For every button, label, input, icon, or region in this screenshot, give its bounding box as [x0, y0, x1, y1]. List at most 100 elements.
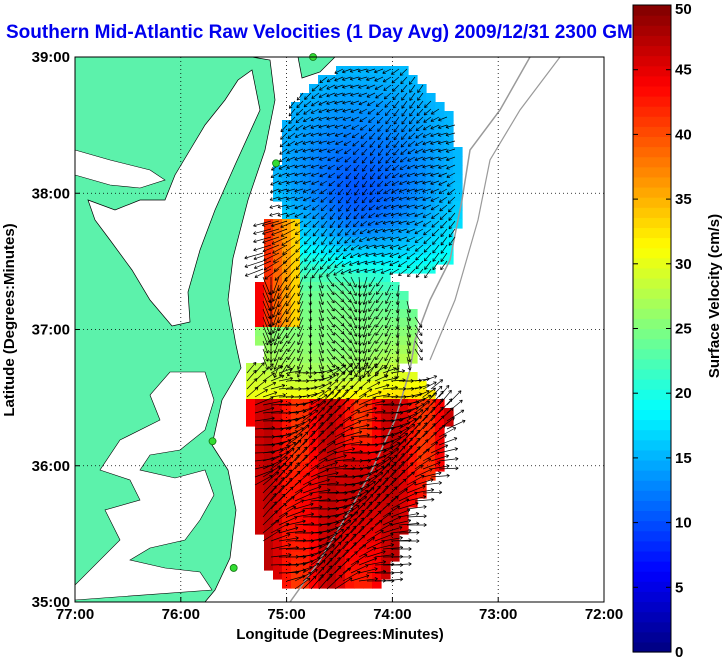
velocity-arrow [346, 204, 352, 212]
velocity-cell [291, 336, 301, 346]
velocity-arrow [374, 365, 388, 374]
velocity-arrow [401, 124, 408, 133]
velocity-arrow [372, 268, 384, 274]
velocity-arrow [401, 92, 408, 101]
velocity-cell [381, 336, 391, 346]
velocity-cell [255, 417, 265, 427]
velocity-arrow [286, 196, 296, 201]
velocity-arrow [326, 268, 336, 277]
velocity-arrow [310, 488, 331, 494]
velocity-cell [309, 156, 319, 166]
velocity-arrow [375, 212, 384, 218]
velocity-cell [381, 345, 391, 355]
velocity-arrow [382, 577, 404, 582]
velocity-cell [255, 489, 265, 499]
velocity-cell [345, 372, 355, 382]
velocity-arrow [272, 252, 288, 263]
velocity-cell [354, 138, 364, 148]
colorbar-segment [633, 419, 671, 431]
velocity-cell [363, 174, 373, 184]
velocity-cell [417, 210, 427, 220]
velocity-arrow [398, 423, 416, 438]
velocity-arrow [414, 340, 423, 353]
velocity-arrow [269, 356, 273, 371]
velocity-arrow [326, 433, 345, 446]
velocity-arrow [337, 228, 344, 237]
velocity-arrow [326, 574, 343, 590]
velocity-arrow [398, 445, 413, 462]
velocity-cell [327, 453, 337, 463]
velocity-cell [444, 192, 454, 202]
velocity-cell [327, 318, 337, 328]
radar-site-marker [229, 564, 238, 572]
velocity-cell [363, 237, 373, 247]
velocity-arrow [389, 268, 400, 275]
velocity-arrow [350, 276, 357, 288]
velocity-arrow [254, 389, 268, 398]
velocity-arrow [343, 140, 352, 146]
velocity-cell [363, 534, 373, 544]
velocity-cell [264, 534, 274, 544]
velocity-arrow [302, 140, 312, 145]
velocity-arrow [326, 284, 335, 296]
velocity-arrow [244, 268, 264, 277]
velocity-cell [408, 174, 418, 184]
velocity-arrow [286, 164, 296, 169]
colorbar-segment [633, 318, 671, 330]
velocity-cell [345, 552, 355, 562]
velocity-cell [363, 399, 373, 409]
velocity-cell [408, 219, 418, 229]
velocity-cell [264, 228, 274, 238]
velocity-cell [381, 264, 391, 274]
velocity-arrow [334, 364, 347, 374]
velocity-arrow [390, 461, 405, 478]
velocity-arrow [334, 514, 353, 526]
velocity-arrow [377, 124, 384, 132]
velocity-cell [264, 498, 274, 508]
velocity-cell [372, 237, 382, 247]
velocity-arrow [302, 505, 323, 510]
velocity-arrow [370, 164, 376, 172]
velocity-arrow [272, 308, 280, 326]
velocity-arrow [366, 501, 381, 518]
velocity-arrow [321, 220, 328, 229]
velocity-cell [399, 345, 409, 355]
velocity-arrow [318, 565, 333, 582]
velocity-cell [354, 156, 364, 166]
velocity-arrow [439, 204, 448, 212]
velocity-arrow [294, 204, 304, 210]
velocity-cell [426, 264, 436, 274]
velocity-cell [309, 336, 319, 346]
velocity-arrow [326, 414, 342, 430]
velocity-cell [399, 255, 409, 265]
velocity-arrow [385, 284, 392, 296]
velocity-arrow [334, 447, 356, 454]
velocity-arrow [351, 236, 360, 243]
velocity-cell [336, 210, 346, 220]
velocity-arrow [350, 413, 369, 422]
velocity-arrow [446, 419, 466, 430]
velocity-arrow [432, 260, 440, 271]
velocity-cell [417, 255, 427, 265]
velocity-cell [300, 300, 310, 310]
velocity-cell [300, 525, 310, 535]
velocity-arrow [382, 469, 397, 486]
velocity-arrow [320, 252, 328, 262]
velocity-arrow [354, 180, 360, 188]
velocity-cell [417, 390, 427, 400]
velocity-cell [327, 93, 337, 103]
velocity-cell [255, 525, 265, 535]
velocity-arrow [382, 505, 401, 518]
velocity-arrow [422, 481, 442, 486]
velocity-arrow [399, 164, 408, 170]
velocity-cell [372, 174, 382, 184]
velocity-cell [363, 507, 373, 517]
velocity-arrow [246, 386, 259, 398]
velocity-arrow [342, 533, 357, 550]
x-tick-label: 74:00 [373, 606, 411, 623]
velocity-arrow [369, 140, 376, 148]
velocity-arrow [320, 244, 328, 254]
velocity-cell [336, 174, 346, 184]
velocity-arrow [326, 565, 342, 582]
velocity-arrow [390, 546, 412, 551]
